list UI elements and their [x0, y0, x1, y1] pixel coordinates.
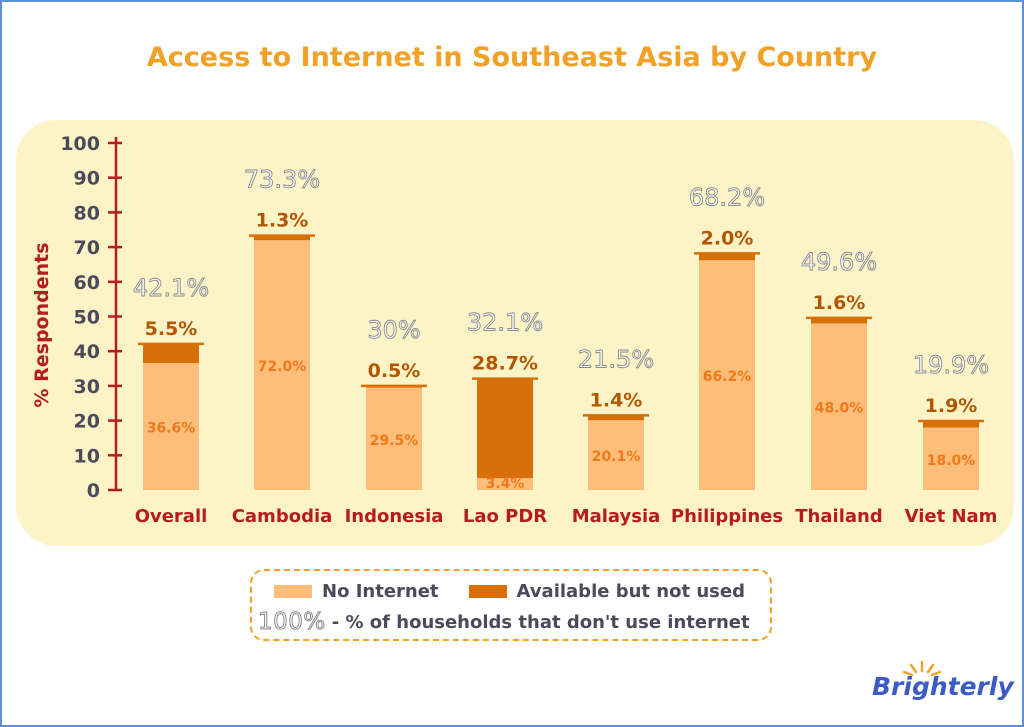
- bar-no-internet: [811, 323, 867, 490]
- legend-no-internet: No Internet: [322, 581, 439, 602]
- y-tick-label: 50: [74, 307, 100, 329]
- y-tick-label: 100: [60, 133, 100, 155]
- data-label-no-internet: 66.2%: [703, 369, 752, 385]
- data-label-available: 2.0%: [701, 227, 754, 249]
- data-label-total: 19.9%: [913, 351, 989, 379]
- bar-available-not-used: [923, 420, 979, 428]
- bar-no-internet: [366, 387, 422, 490]
- bar-available-not-used: [254, 235, 310, 241]
- y-tick-label: 10: [74, 445, 100, 467]
- bar-available-not-used: [477, 378, 533, 479]
- data-label-available: 0.5%: [368, 360, 421, 382]
- bar-no-internet: [143, 362, 199, 490]
- chart-title: Access to Internet in Southeast Asia by …: [146, 42, 878, 73]
- data-label-available: 1.4%: [590, 389, 643, 411]
- data-label-available: 1.6%: [813, 292, 866, 314]
- data-label-total: 30%: [367, 316, 420, 344]
- x-category-label: Philippines: [671, 506, 783, 527]
- data-label-total: 73.3%: [244, 166, 320, 194]
- data-label-no-internet: 36.6%: [147, 420, 196, 436]
- bar-no-internet: [588, 420, 644, 490]
- data-label-available: 5.5%: [145, 318, 198, 340]
- x-category-label: Malaysia: [572, 506, 661, 527]
- x-category-label: Viet Nam: [905, 506, 998, 527]
- bar-available-not-used: [143, 343, 199, 363]
- y-tick-label: 70: [74, 237, 100, 259]
- legend: No Internet Available but not used 100% …: [250, 569, 772, 641]
- bar-no-internet: [477, 478, 533, 490]
- data-label-no-internet: 3.4%: [486, 476, 525, 492]
- bar-no-internet: [923, 427, 979, 490]
- y-tick-label: 30: [74, 376, 100, 398]
- legend-available-not-used: Available but not used: [516, 581, 745, 602]
- data-label-available: 1.3%: [256, 210, 309, 232]
- y-tick-label: 40: [74, 341, 100, 363]
- x-category-label: Indonesia: [345, 506, 444, 527]
- legend-hundred-marker: 100%: [258, 609, 326, 636]
- data-label-no-internet: 72.0%: [258, 359, 307, 375]
- data-label-no-internet: 48.0%: [815, 401, 864, 417]
- brand-logo: Brighterly: [872, 672, 1014, 701]
- bar-no-internet: [254, 240, 310, 490]
- data-label-no-internet: 20.1%: [592, 449, 641, 465]
- bar-available-not-used: [811, 317, 867, 324]
- x-category-label: Overall: [135, 506, 208, 527]
- x-category-label: Cambodia: [232, 506, 333, 527]
- y-tick-label: 90: [74, 168, 100, 190]
- x-category-label: Thailand: [795, 506, 882, 527]
- bar-available-not-used: [699, 253, 755, 261]
- x-category-label: Lao PDR: [463, 506, 547, 527]
- y-tick-label: 0: [87, 480, 100, 502]
- data-label-total: 42.1%: [133, 274, 209, 302]
- data-label-total: 32.1%: [467, 309, 543, 337]
- data-label-total: 21.5%: [578, 345, 654, 373]
- sun-rays-icon: [902, 660, 942, 677]
- y-tick-label: 20: [74, 411, 100, 433]
- legend-swatch-no-internet: [274, 585, 312, 598]
- data-label-no-internet: 29.5%: [370, 433, 419, 449]
- legend-hundred-desc: - % of households that don't use interne…: [331, 611, 750, 633]
- bar-available-not-used: [588, 415, 644, 421]
- legend-swatch-available: [468, 585, 507, 598]
- data-label-available: 1.9%: [925, 395, 978, 417]
- bar-no-internet: [699, 260, 755, 490]
- data-label-total: 68.2%: [689, 183, 765, 211]
- data-label-no-internet: 18.0%: [927, 453, 976, 469]
- y-tick-label: 60: [74, 272, 100, 294]
- data-label-total: 49.6%: [801, 248, 877, 276]
- data-label-available: 28.7%: [472, 353, 538, 375]
- y-axis-label: % Respondents: [31, 242, 53, 407]
- y-tick-label: 80: [74, 202, 100, 224]
